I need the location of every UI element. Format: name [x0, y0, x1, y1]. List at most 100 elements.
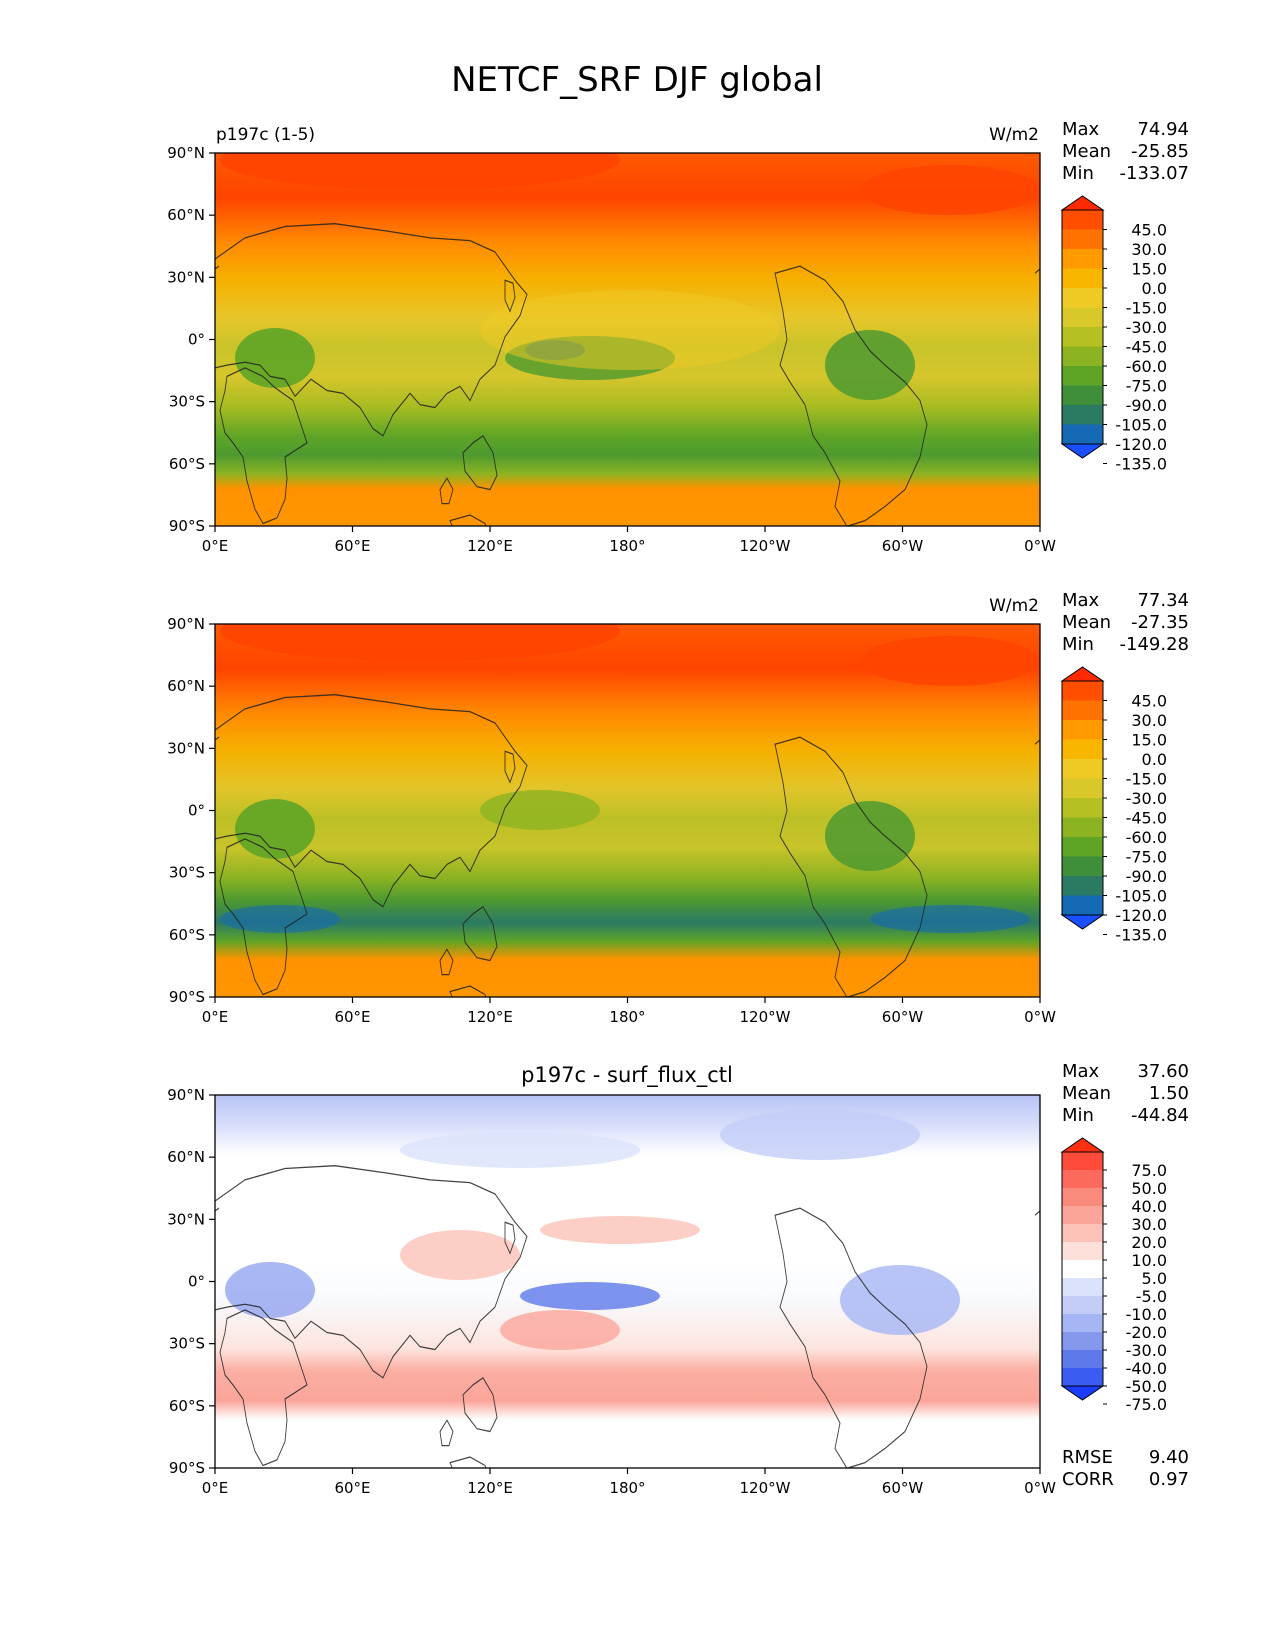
colorbar-segment — [1062, 1152, 1103, 1171]
colorbar-label: 10.0 — [1131, 1251, 1167, 1270]
y-tick-label: 0° — [188, 331, 205, 349]
colorbar-label: 30.0 — [1131, 711, 1167, 730]
colorbar-label: -135.0 — [1115, 455, 1167, 474]
colorbar-segment — [1062, 720, 1103, 740]
map-panel-1: p197c (1-5) W/m2 90°N60°N30°N0°30°S60°S9… — [167, 119, 1189, 555]
panel-2-stat-max-label: Max — [1062, 590, 1100, 611]
figure-title: NETCF_SRF DJF global — [451, 60, 823, 100]
panel-1-stat-max-value: 74.94 — [1137, 119, 1189, 140]
panel-3-x-axis: 0°E 60°E 120°E 180° 120°W 60°W 0°W — [202, 1468, 1056, 1497]
panel-3-stat-min-label: Min — [1062, 1105, 1094, 1126]
x-tick-label: 120°W — [740, 1479, 791, 1497]
colorbar-label: -5.0 — [1136, 1287, 1167, 1306]
colorbar-segment — [1062, 837, 1103, 857]
y-tick-label: 90°N — [167, 615, 205, 633]
y-tick-label: 60°N — [167, 1148, 205, 1166]
colorbar-segment — [1062, 778, 1103, 799]
colorbar-segment — [1062, 1278, 1103, 1297]
panel-2-stat-max-value: 77.34 — [1137, 590, 1189, 611]
colorbar-segment — [1062, 327, 1103, 347]
y-tick-label: 0° — [188, 802, 205, 820]
panel-1-stat-max-label: Max — [1062, 119, 1100, 140]
colorbar-segment — [1062, 1260, 1103, 1279]
panel-3-center-title: p197c - surf_flux_ctl — [521, 1063, 733, 1088]
colorbar-label: -90.0 — [1126, 867, 1167, 886]
panel-3-stat-mean-value: 1.50 — [1149, 1083, 1189, 1104]
colorbar-segment — [1062, 895, 1103, 916]
y-tick-label: 60°S — [169, 1397, 205, 1415]
colorbar-segment — [1062, 1224, 1103, 1243]
colorbar-label: -90.0 — [1126, 396, 1167, 415]
y-tick-label: 60°S — [169, 455, 205, 473]
x-tick-label: 0°W — [1024, 1008, 1056, 1026]
colorbar-label: -40.0 — [1126, 1359, 1167, 1378]
panel-2-x-axis: 0°E 60°E 120°E 180° 120°W 60°W 0°W — [202, 997, 1056, 1026]
panel-1-y-axis: 90°N 60°N 30°N 0° 30°S 60°S 90°S — [167, 144, 215, 535]
colorbar-segment — [1062, 1206, 1103, 1225]
y-tick-label: 30°S — [169, 864, 205, 882]
map-panel-2: W/m2 90°N 60°N 30°N 0° 30°S 60°S 90°S 0°E 60°E 1… — [167, 590, 1189, 1026]
colorbar-segment — [1062, 1350, 1103, 1369]
x-tick-label: 120°E — [467, 1479, 513, 1497]
panel-2-stat-min-value: -149.28 — [1120, 634, 1189, 655]
y-tick-label: 90°N — [167, 1086, 205, 1104]
panel-1-colorbar: 45.030.015.00.0-15.0-30.0-45.0-60.0-75.0… — [1060, 195, 1167, 474]
panel-1-map-field — [215, 153, 1040, 526]
colorbar-label: -15.0 — [1126, 770, 1167, 789]
y-tick-label: 30°S — [169, 1335, 205, 1353]
colorbar-min-arrow — [1060, 914, 1105, 930]
colorbar-label: -20.0 — [1126, 1323, 1167, 1342]
colorbar-segment — [1062, 1242, 1103, 1261]
panel-1-stat-mean-label: Mean — [1062, 141, 1111, 162]
colorbar-label: -75.0 — [1126, 1395, 1167, 1414]
x-tick-label: 60°W — [882, 1479, 924, 1497]
colorbar-segment — [1062, 700, 1103, 721]
colorbar-segment — [1062, 856, 1103, 877]
panel-2-map-field — [215, 624, 1040, 997]
colorbar-max-arrow — [1060, 195, 1105, 211]
colorbar-label: -30.0 — [1126, 789, 1167, 808]
colorbar-frame — [1061, 1151, 1104, 1387]
x-tick-label: 120°E — [467, 1008, 513, 1026]
x-tick-label: 0°E — [202, 1008, 229, 1026]
colorbar-segment — [1062, 798, 1103, 818]
y-tick-label: 90°S — [169, 988, 205, 1006]
panel-3-stat-corr-value: 0.97 — [1149, 1469, 1189, 1490]
panel-1-stat-mean-value: -25.85 — [1131, 141, 1189, 162]
colorbar-max-arrow — [1060, 666, 1105, 682]
colorbar-label: 15.0 — [1131, 731, 1167, 750]
colorbar-min-arrow — [1060, 443, 1105, 459]
colorbar-label: -75.0 — [1126, 377, 1167, 396]
x-tick-label: 0°E — [202, 537, 229, 555]
colorbar-segment — [1062, 1188, 1103, 1207]
colorbar-min-arrow — [1060, 1385, 1105, 1401]
colorbar-label: 30.0 — [1131, 240, 1167, 259]
panel-1-left-title: p197c (1-5) — [216, 125, 315, 145]
panel-3-stat-max-value: 37.60 — [1137, 1061, 1189, 1082]
y-tick-label: 90°N — [167, 144, 205, 162]
x-tick-label: 60°W — [882, 537, 924, 555]
panel-3-stat-rmse-value: 9.40 — [1149, 1447, 1189, 1468]
colorbar-segment — [1062, 307, 1103, 328]
panel-2-stat-min-label: Min — [1062, 634, 1094, 655]
colorbar-segment — [1062, 249, 1103, 269]
colorbar-segment — [1062, 229, 1103, 250]
x-tick-label: 60°E — [334, 1479, 370, 1497]
colorbar-label: -105.0 — [1115, 887, 1167, 906]
colorbar-label: 0.0 — [1142, 750, 1167, 769]
colorbar-label: 40.0 — [1131, 1197, 1167, 1216]
colorbar-label: -30.0 — [1126, 1341, 1167, 1360]
panel-2-colorbar: 45.030.015.00.0-15.0-30.0-45.0-60.0-75.0… — [1060, 666, 1167, 945]
x-tick-label: 0°W — [1024, 1479, 1056, 1497]
x-tick-label: 60°E — [334, 1008, 370, 1026]
colorbar-label: -10.0 — [1126, 1305, 1167, 1324]
colorbar-segment — [1062, 1314, 1103, 1333]
y-tick-label: 60°S — [169, 926, 205, 944]
panel-1-stat-min-label: Min — [1062, 163, 1094, 184]
colorbar-label: -75.0 — [1126, 848, 1167, 867]
colorbar-segment — [1062, 1170, 1103, 1189]
colorbar-label: -15.0 — [1126, 299, 1167, 318]
panel-3-stat-corr-label: CORR — [1062, 1469, 1114, 1490]
colorbar-segment — [1062, 1332, 1103, 1351]
